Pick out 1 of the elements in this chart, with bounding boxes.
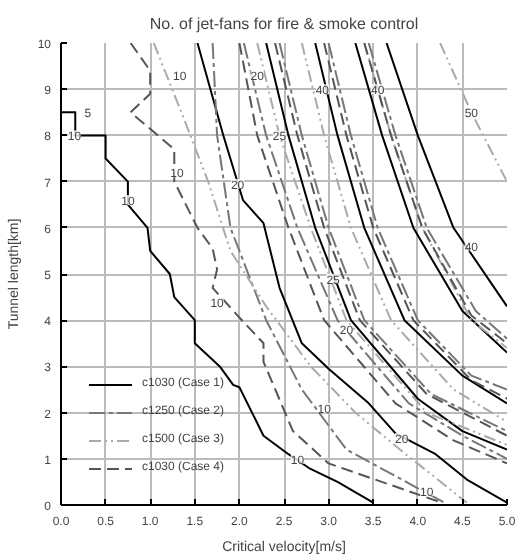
chart-title: No. of jet-fans for fire & smoke control <box>149 15 419 33</box>
